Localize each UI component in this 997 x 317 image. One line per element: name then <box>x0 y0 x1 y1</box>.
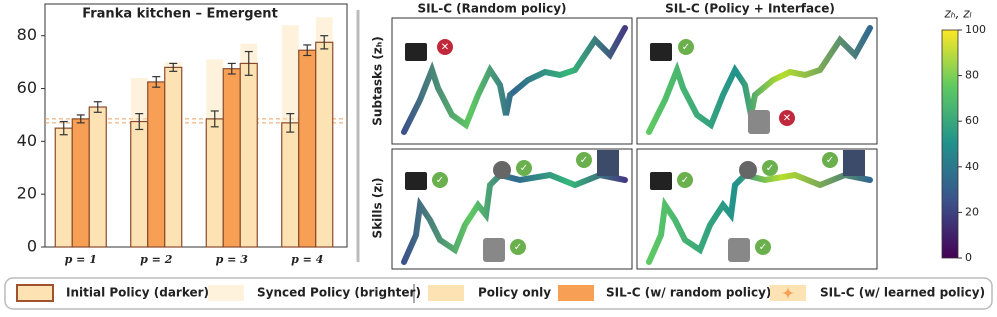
legend-swatch <box>208 285 244 301</box>
colorbar-tick-label: 100 <box>965 23 986 36</box>
y-tick-label: 40 <box>17 131 37 150</box>
marker <box>222 148 241 167</box>
trajectory <box>646 171 873 265</box>
svg-text:✕: ✕ <box>441 42 449 53</box>
y-tick-label: 80 <box>17 25 37 44</box>
svg-text:✓: ✓ <box>436 175 444 186</box>
legend-marker <box>781 286 795 300</box>
marker <box>147 148 166 167</box>
legend-swatch <box>16 284 54 302</box>
svg-text:✕: ✕ <box>783 113 791 124</box>
panel-title: SIL-C (Policy + Interface) <box>665 2 835 16</box>
svg-text:✓: ✓ <box>766 163 774 174</box>
bar <box>130 120 149 248</box>
trajectory <box>646 25 873 135</box>
colorbar-tick-label: 20 <box>965 205 979 218</box>
panel <box>391 17 633 145</box>
colorbar-tick-label: 40 <box>965 160 979 173</box>
trajectory <box>401 25 628 135</box>
colorbar-label: zₕ, zₗ <box>943 7 971 21</box>
legend-box <box>4 277 993 310</box>
x-tick-label: p = 1 <box>65 253 97 266</box>
svg-text:✓: ✓ <box>681 175 689 186</box>
bar <box>164 66 183 248</box>
chart-title: Franka kitchen – Emergent <box>82 7 278 22</box>
bar <box>315 41 334 248</box>
plot-frame <box>44 3 348 248</box>
y-tick-label: 20 <box>17 184 37 203</box>
x-tick-label: p = 3 <box>216 253 249 266</box>
legend-label: Initial Policy (darker) <box>66 286 209 300</box>
svg-text:✓: ✓ <box>580 155 588 166</box>
marker <box>71 148 90 167</box>
svg-text:✓: ✓ <box>759 242 767 253</box>
colorbar <box>941 29 959 259</box>
legend-swatch <box>558 285 594 301</box>
colorbar-tick-label: 80 <box>965 69 979 82</box>
panel-title: SIL-C (Random policy) <box>417 2 566 16</box>
bar <box>54 127 73 248</box>
row-label: Skills (zₗ) <box>371 178 385 239</box>
trajectory <box>401 171 628 265</box>
colorbar-tick-label: 60 <box>965 114 979 127</box>
colorbar-tick-label: 0 <box>965 251 972 264</box>
bar <box>205 118 224 248</box>
svg-text:✓: ✓ <box>514 242 522 253</box>
svg-text:✓: ✓ <box>520 163 528 174</box>
legend-label: SIL-C (w/ random policy) <box>606 286 771 300</box>
y-tick-label: 60 <box>17 78 37 97</box>
trajectory-panels: SIL-C (Random policy) SIL-C (Policy + In… <box>371 2 972 270</box>
marker <box>298 148 317 167</box>
row-label: Subtasks (zₕ) <box>371 36 385 125</box>
bar <box>71 118 90 248</box>
bar <box>239 62 258 248</box>
icons: ✕ ✓ ✕ ✓ ✓ ✓ ✓ ✓ ✓ ✓ ✓ <box>405 39 865 262</box>
legend-label: Synced Policy (brighter) <box>257 286 421 300</box>
y-tick-label: 0 <box>27 237 37 256</box>
svg-text:✓: ✓ <box>682 42 690 53</box>
bar <box>88 106 107 248</box>
legend-label: SIL-C (w/ learned policy) <box>820 286 985 300</box>
legend-swatch <box>428 285 464 301</box>
x-tick-label: p = 4 <box>291 253 323 266</box>
bar <box>281 122 300 248</box>
x-tick-label: p = 2 <box>140 253 173 266</box>
svg-text:✓: ✓ <box>826 155 834 166</box>
legend-label: Policy only <box>478 286 551 300</box>
